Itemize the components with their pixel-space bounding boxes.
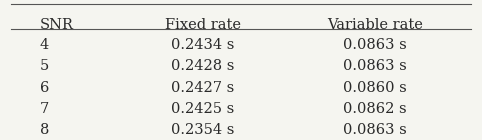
- Text: 7: 7: [40, 102, 49, 116]
- Text: 0.2428 s: 0.2428 s: [171, 60, 234, 74]
- Text: 8: 8: [40, 123, 49, 137]
- Text: SNR: SNR: [40, 18, 74, 32]
- Text: 0.0862 s: 0.0862 s: [343, 102, 407, 116]
- Text: 0.2354 s: 0.2354 s: [171, 123, 234, 137]
- Text: 4: 4: [40, 38, 49, 52]
- Text: Fixed rate: Fixed rate: [165, 18, 241, 32]
- Text: 0.2434 s: 0.2434 s: [171, 38, 234, 52]
- Text: 0.2425 s: 0.2425 s: [171, 102, 234, 116]
- Text: 6: 6: [40, 81, 49, 95]
- Text: Variable rate: Variable rate: [327, 18, 423, 32]
- Text: 0.0863 s: 0.0863 s: [343, 60, 407, 74]
- Text: 0.2427 s: 0.2427 s: [171, 81, 234, 95]
- Text: 5: 5: [40, 60, 49, 74]
- Text: 0.0863 s: 0.0863 s: [343, 38, 407, 52]
- Text: 0.0863 s: 0.0863 s: [343, 123, 407, 137]
- Text: 0.0860 s: 0.0860 s: [343, 81, 407, 95]
